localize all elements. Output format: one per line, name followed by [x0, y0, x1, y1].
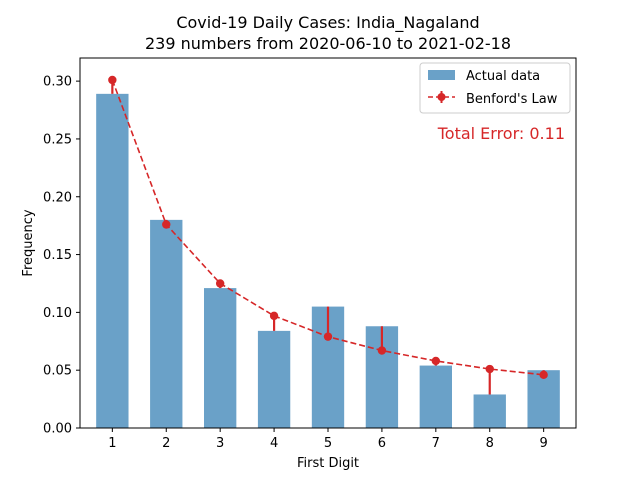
bar-digit-1 [96, 93, 129, 428]
benford-point-digit-6 [377, 346, 387, 355]
benford-point-digit-4 [269, 311, 279, 321]
y-tick-label: 0.00 [43, 422, 72, 437]
plot-area [96, 75, 560, 428]
legend-frame [419, 62, 571, 114]
x-tick-label: 2 [162, 436, 170, 451]
x-tick-label: 1 [108, 436, 116, 451]
y-tick-label: 0.20 [43, 190, 72, 205]
x-tick-label: 6 [378, 436, 386, 451]
benford-point-digit-7 [431, 356, 441, 366]
x-tick-label: 5 [324, 436, 332, 451]
y-tick-label: 0.15 [43, 248, 72, 263]
benford-point-digit-2 [162, 220, 171, 229]
benford-point-digit-5 [323, 332, 333, 341]
x-tick-label: 8 [486, 436, 494, 451]
chart-title: Covid-19 Daily Cases: India_Nagaland [176, 13, 479, 33]
y-tick-label: 0.10 [43, 306, 72, 321]
bar-digit-3 [204, 288, 237, 428]
x-tick-label: 7 [432, 436, 440, 451]
benford-point-digit-8 [485, 364, 494, 374]
bar-digit-9 [527, 370, 560, 428]
y-axis: 0.00 0.05 0.10 0.15 0.20 0.25 0.30 [43, 75, 80, 437]
y-tick-label: 0.25 [43, 132, 72, 147]
x-tick-label: 3 [216, 436, 224, 451]
legend: Actual data Benford's Law [419, 62, 571, 114]
legend-label-actual: Actual data [466, 69, 540, 84]
bar-digit-4 [257, 330, 291, 428]
bar-digit-8 [473, 394, 506, 428]
x-axis-label: First Digit [297, 456, 359, 471]
benford-point-digit-9 [539, 370, 548, 380]
benford-point-digit-1 [108, 75, 117, 85]
x-tick-label: 4 [270, 436, 278, 451]
benford-point-digit-3 [215, 279, 225, 288]
y-tick-label: 0.05 [43, 364, 72, 379]
total-error-annotation: Total Error: 0.11 [437, 124, 565, 143]
y-axis-label: Frequency [21, 209, 36, 276]
x-axis: 1 2 3 4 5 6 7 8 9 [108, 428, 548, 451]
x-tick-label: 9 [540, 436, 548, 451]
chart-subtitle: 239 numbers from 2020-06-10 to 2021-02-1… [145, 34, 511, 53]
legend-label-benford: Benford's Law [466, 92, 558, 107]
bar-digit-7 [419, 365, 452, 428]
y-tick-label: 0.30 [43, 75, 72, 90]
bar-digit-2 [150, 219, 183, 428]
legend-swatch-actual [428, 70, 455, 80]
